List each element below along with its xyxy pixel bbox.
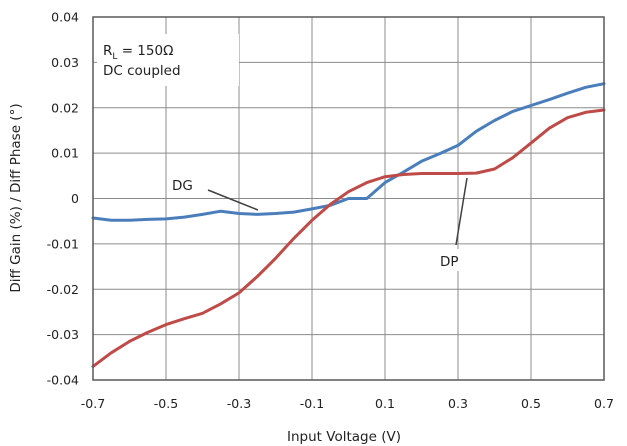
y-tick-label: -0.03 <box>47 327 79 342</box>
y-axis-title: Diff Gain (%) / Diff Phase (°) <box>8 103 24 292</box>
y-tick-labels: -0.04 -0.03 -0.02 -0.01 0 0.01 0.02 0.03 0.04 <box>47 10 79 388</box>
x-tick-label: 0.1 <box>375 396 395 411</box>
conditions-box: RL = 150Ω DC coupled <box>97 34 239 86</box>
x-tick-label: -0.1 <box>300 396 324 411</box>
x-tick-label: 0.7 <box>594 396 614 411</box>
y-tick-label: -0.01 <box>47 236 79 251</box>
grid <box>93 17 604 380</box>
y-tick-label: -0.04 <box>47 373 79 388</box>
series-line-dg <box>91 82 606 222</box>
conditions-line1: RL = 150Ω <box>103 43 173 62</box>
y-tick-label: 0.02 <box>51 100 79 115</box>
dp-leader-line <box>455 177 468 246</box>
x-tick-label: 0.3 <box>448 396 468 411</box>
dg-label: DG <box>172 178 193 194</box>
series-line-dp <box>91 108 606 368</box>
y-tick-label: 0.03 <box>51 55 79 70</box>
x-tick-labels: -0.7 -0.5 -0.3 -0.1 0.1 0.3 0.5 0.7 <box>81 396 614 411</box>
dg-label-bg <box>168 173 202 195</box>
x-tick-label: -0.7 <box>81 396 105 411</box>
dp-label-bg <box>436 249 470 271</box>
plot-frame <box>92 16 605 381</box>
x-tick-label: 0.5 <box>521 396 541 411</box>
dp-label: DP <box>440 254 459 270</box>
y-tick-label: 0 <box>71 191 79 206</box>
x-tick-label: -0.5 <box>154 396 178 411</box>
x-axis-title: Input Voltage (V) <box>287 429 401 445</box>
y-tick-label: 0.01 <box>51 146 79 161</box>
dg-leader-line <box>207 189 259 211</box>
y-tick-label: 0.04 <box>51 10 79 25</box>
y-tick-label: -0.02 <box>47 282 79 297</box>
conditions-line2: DC coupled <box>103 63 181 79</box>
series-group <box>91 82 606 368</box>
x-tick-label: -0.3 <box>227 396 251 411</box>
